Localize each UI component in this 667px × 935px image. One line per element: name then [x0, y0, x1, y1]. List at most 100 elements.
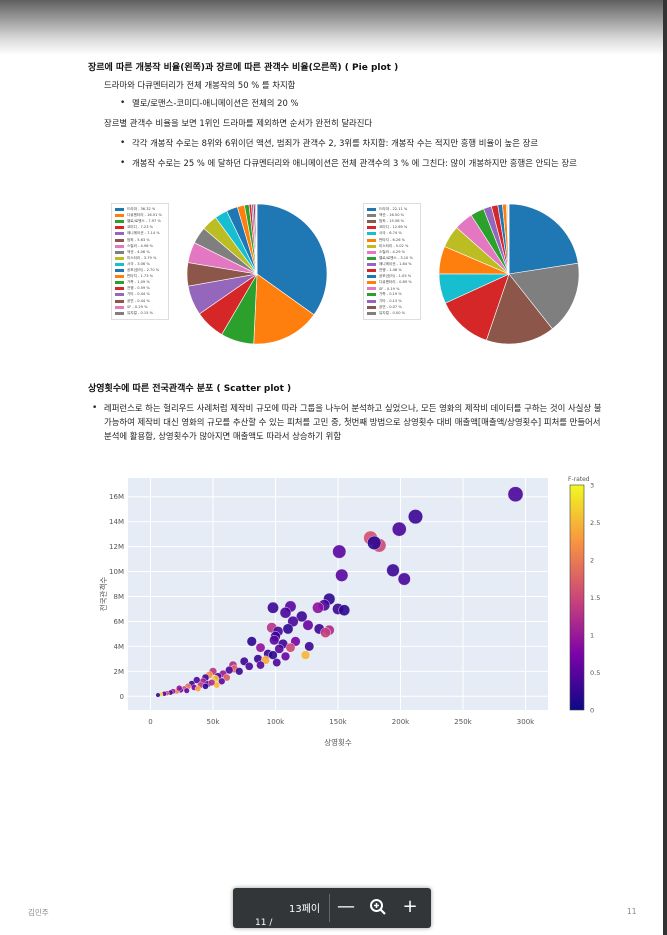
pie2-slice-0 — [508, 203, 579, 275]
pie1-slice-0 — [256, 203, 328, 316]
legend-label: 사극 - 6.74 % — [379, 231, 402, 236]
legend-swatch — [115, 214, 124, 218]
scatter-point — [274, 644, 285, 654]
legend-label: 전쟁 - 1.46 % — [379, 268, 402, 272]
pie2-legend-item: 멜로/로맨스 - 3.10 % — [367, 256, 413, 261]
pie1-legend-item: 코미디 - 7.23 % — [115, 225, 153, 230]
x-tick-label: 200k — [392, 718, 410, 726]
y-axis-label: 전국관객수 — [98, 577, 108, 612]
scatter-point — [176, 685, 183, 692]
legend-label: 미스터리 - 5.02 % — [379, 243, 409, 248]
pie2-legend-item: 스릴러 - 4.29 % — [367, 250, 405, 255]
scatter-point — [218, 677, 226, 685]
x-axis-label: 상영횟수 — [324, 737, 352, 747]
scatter-point — [279, 606, 292, 619]
legend-swatch — [115, 299, 124, 303]
colorbar — [569, 484, 585, 711]
legend-label: 뮤지컬 - 0.00 % — [379, 310, 406, 315]
pie2-legend-item: 애니메이션 - 1.84 % — [367, 262, 412, 267]
colorbar-tick-label: 3 — [590, 482, 594, 490]
scatter-point — [285, 642, 296, 653]
legend-label: 다큐멘터리 - 16.51 % — [127, 213, 162, 218]
legend-label: 스릴러 - 4.29 % — [379, 249, 406, 254]
legend-label: 코미디 - 7.23 % — [127, 225, 154, 230]
legend-label: 액션 - 4.06 % — [127, 249, 150, 254]
x-tick-label: 0 — [148, 718, 152, 726]
scatter-point — [312, 601, 324, 614]
legend-swatch — [115, 220, 124, 224]
legend-swatch — [367, 269, 376, 272]
pie1-legend-item: 판타지 - 1.73 % — [115, 274, 153, 279]
scatter-point — [367, 535, 382, 550]
colorbar-tick-label: 0 — [590, 707, 594, 715]
legend-label: 판타지 - 1.73 % — [127, 274, 154, 279]
legend-label: 전쟁 - 0.59 % — [127, 286, 150, 291]
scatter-point — [269, 635, 280, 646]
legend-swatch — [367, 299, 376, 303]
scatter-point — [194, 685, 202, 692]
legend-label: 코미디 - 12.69 % — [379, 225, 408, 230]
legend-swatch — [367, 293, 376, 297]
legend-swatch — [115, 256, 124, 260]
pie2-legend-item: 가족 - 0.19 % — [367, 292, 402, 297]
legend-swatch — [115, 250, 124, 254]
pie1-legend-item: 멜로/로맨스 - 7.97 % — [115, 219, 161, 224]
scatter-point — [280, 651, 291, 661]
legend-swatch — [115, 305, 124, 309]
zoom-in-icon[interactable] — [367, 896, 389, 918]
section1-bullet2: 각각 개봉작 수로는 8위와 6위이던 액션, 범죄가 관객수 2, 3위를 차… — [120, 136, 612, 150]
page-indicator[interactable]: 13페이 — [289, 904, 321, 915]
pie1-legend: 드라마 - 36.32 % 다큐멘터리 - 16.51 % 멜로/로맨스 - 7.9… — [111, 203, 169, 320]
pdf-viewer-toolbar: 13페이 11 / — + — [233, 888, 431, 928]
legend-label: 액션 - 16.50 % — [379, 213, 405, 218]
scatter-point — [245, 662, 254, 671]
zoom-out-button[interactable]: — — [337, 896, 355, 917]
legend-label: 공연 - 0.07 % — [379, 304, 402, 309]
scatter-chart: 0 50k 100k 150k 200k 250k 300k 0 2M 4M 6M 8M 10M 12M 1… — [98, 476, 600, 747]
section1-line1: 드라마와 다큐멘터리가 전체 개봉작의 50 % 를 차지함 — [104, 80, 296, 90]
legend-swatch — [115, 208, 124, 211]
scatter-point — [225, 665, 234, 675]
legend-swatch — [115, 244, 124, 248]
pie2-legend-item: 공연 - 0.07 % — [367, 305, 402, 310]
zoom-in-button[interactable]: + — [402, 896, 418, 917]
colorbar-tick-label: 1 — [590, 632, 594, 640]
legend-swatch — [367, 250, 376, 254]
colorbar-tick-label: 0.5 — [590, 669, 600, 677]
legend-swatch — [367, 256, 376, 260]
x-tick-label: 150k — [329, 718, 347, 726]
legend-label: 공연 - 0.44 % — [127, 298, 150, 303]
scatter-point — [302, 619, 314, 631]
pie1-legend-item: SF - 0.29 % — [115, 305, 148, 310]
pie2-legend-item: SF - 0.19 % — [367, 286, 400, 291]
footer-page-number: 11 — [627, 907, 637, 916]
pie2-slice-3 — [444, 273, 510, 341]
legend-swatch — [367, 208, 376, 211]
scatter-point — [239, 656, 249, 666]
legend-label: 판타지 - 6.26 % — [379, 237, 406, 242]
scatter-point — [507, 486, 524, 503]
scatter-point — [235, 667, 244, 676]
pie2-legend-item: 기타 - 0.13 % — [367, 299, 402, 304]
pie1-legend-item: 가족 - 1.09 % — [115, 280, 150, 285]
viewer-top-shadow — [0, 0, 667, 55]
viewer-scrollbar[interactable] — [663, 0, 667, 935]
legend-label: SF - 0.29 % — [127, 305, 148, 310]
scatter-point — [304, 641, 315, 652]
pie2-legend-item: 공포(호러) - 1.05 % — [367, 274, 411, 279]
scatter-point — [338, 604, 351, 617]
pie1-legend-item: 스릴러 - 4.96 % — [115, 244, 153, 249]
pie2-legend-item: 미스터리 - 5.02 % — [367, 244, 408, 249]
footer-author: 김민주 — [28, 908, 49, 917]
legend-swatch — [367, 244, 376, 248]
legend-swatch — [115, 293, 124, 297]
pie1-legend-item: 기타 - 0.44 % — [115, 292, 150, 297]
legend-label: 미스터리 - 3.79 % — [127, 255, 157, 260]
scatter-point — [208, 679, 216, 687]
pie2-legend-item: 범죄 - 15.58 % — [367, 219, 404, 224]
scatter-point — [332, 544, 347, 559]
legend-label: 범죄 - 5.63 % — [127, 237, 150, 242]
page-indicator-sub: 11 / — [255, 918, 273, 928]
pie2-legend: 드라마 - 22.11 % 액션 - 16.50 % 범죄 - 15.58 % 코미디… — [363, 203, 421, 320]
legend-swatch — [367, 220, 376, 224]
